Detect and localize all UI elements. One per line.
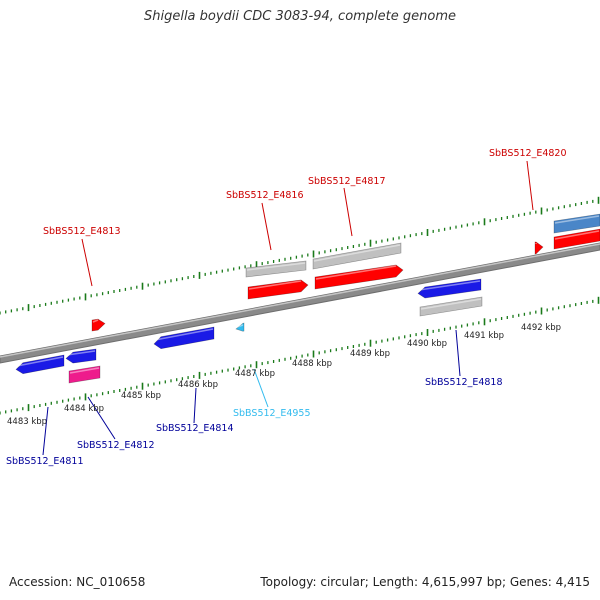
gene-e4813-shape [91, 318, 106, 332]
kbp-label: 4491 kbp [464, 331, 504, 341]
kbp-label: 4485 kbp [121, 391, 161, 401]
gene-e4811-highlight [16, 356, 64, 367]
gene-features [15, 213, 600, 384]
gene-label-e4955: SbBS512_E4955 [233, 408, 311, 419]
map-title: Shigella boydii CDC 3083-94, complete ge… [143, 9, 457, 24]
accession-text: Accession: NC_010658 [9, 575, 146, 589]
leader-e4818 [455, 329, 461, 377]
gene-e4818-highlight [418, 280, 481, 291]
gene-e4955 [235, 322, 245, 332]
leader-e4811 [42, 406, 49, 456]
gene-e4820-highlight [554, 230, 600, 240]
kbp-label: 4489 kbp [350, 349, 390, 359]
leader-e4812 [87, 396, 116, 440]
gene-e4811-shape [15, 354, 65, 375]
coordinate-labels: 4483 kbp 4484 kbp 4485 kbp 4486 kbp 4487… [7, 323, 561, 427]
gene-e4955-shape [235, 322, 245, 332]
gene-label-e4812: SbBS512_E4812 [77, 440, 155, 451]
gene-e4817-shape [314, 264, 404, 290]
gene-e4813 [91, 318, 106, 332]
gene-rna-e4818-highlight [420, 298, 482, 310]
gene-steel-e4820-shape [553, 213, 600, 234]
leader-e4955 [253, 368, 269, 408]
gene-e4816-shape [247, 279, 309, 300]
gene-pseudo [68, 365, 101, 384]
gene-rna-e4816-shape [245, 260, 307, 278]
kbp-label: 4490 kbp [407, 339, 447, 349]
gene-label-e4820: SbBS512_E4820 [489, 148, 567, 159]
gene-pseudo-shape [68, 365, 101, 384]
gene-label-e4814: SbBS512_E4814 [156, 423, 234, 434]
kbp-label: 4492 kbp [521, 323, 561, 333]
leader-e4814 [193, 387, 197, 424]
label-leader-lines [42, 160, 534, 456]
leader-e4813 [81, 238, 93, 287]
gene-rna-e4816-highlight [246, 262, 306, 271]
coordinate-ticks [0, 196, 600, 415]
gene-rna-e4816 [245, 260, 307, 278]
leader-e4816 [261, 202, 272, 251]
gene-steel-e4820 [553, 213, 600, 234]
gene-small-red-shape [534, 241, 544, 255]
gene-e4818-shape [417, 278, 482, 299]
gene-e4817-highlight [315, 265, 397, 280]
kbp-label: 4487 kbp [235, 369, 275, 379]
gene-rna-e4817-shape [312, 242, 402, 270]
gene-rna-e4818-shape [419, 296, 483, 317]
gene-e4814-shape [153, 326, 215, 350]
gene-e4812-shape [65, 348, 97, 364]
gene-e4813-highlight [92, 319, 99, 323]
gene-e4818 [417, 278, 482, 299]
gene-label-e4816: SbBS512_E4816 [226, 190, 304, 201]
gene-e4816 [247, 279, 309, 300]
gene-e4817 [314, 264, 404, 290]
gene-label-e4813: SbBS512_E4813 [43, 226, 121, 237]
gene-label-e4818: SbBS512_E4818 [425, 377, 503, 388]
leader-e4817 [343, 187, 353, 237]
gene-label-e4811: SbBS512_E4811 [6, 456, 84, 467]
gene-rna-e4817 [312, 242, 402, 270]
gene-e4814 [153, 326, 215, 350]
gene-steel-e4820-highlight [554, 215, 600, 224]
kbp-label: 4488 kbp [292, 359, 332, 369]
gene-rna-e4818 [419, 296, 483, 317]
gene-e4820-shape [553, 228, 600, 250]
gene-rna-e4817-highlight [313, 244, 401, 262]
kbp-label: 4483 kbp [7, 417, 47, 427]
gene-e4812-highlight [66, 350, 96, 356]
gene-e4814-highlight [154, 328, 214, 341]
kbp-label: 4486 kbp [178, 380, 218, 390]
gene-label-e4817: SbBS512_E4817 [308, 176, 386, 187]
gene-e4811 [15, 354, 65, 375]
gene-labels: SbBS512_E4813 SbBS512_E4816 SbBS512_E481… [6, 148, 567, 467]
leader-e4820 [526, 160, 534, 211]
kbp-label: 4484 kbp [64, 404, 104, 414]
gene-pseudo-highlight [69, 367, 100, 374]
gene-small-red [534, 241, 544, 255]
gene-e4955-highlight [236, 324, 244, 328]
gene-e4820 [553, 228, 600, 250]
gene-e4816-highlight [248, 280, 302, 290]
genome-stats-text: Topology: circular; Length: 4,615,997 bp… [260, 575, 590, 589]
gene-e4812 [65, 348, 97, 364]
